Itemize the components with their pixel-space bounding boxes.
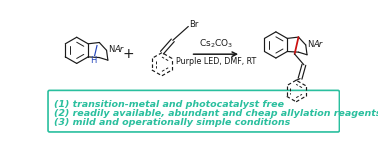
Text: Br: Br bbox=[189, 20, 198, 29]
Text: N: N bbox=[307, 40, 314, 49]
Text: H: H bbox=[90, 56, 96, 65]
Text: Ar: Ar bbox=[114, 45, 124, 54]
Text: (1) transition-metal and photocatalyst free: (1) transition-metal and photocatalyst f… bbox=[54, 100, 284, 109]
Text: (3) mild and operationally simple conditions: (3) mild and operationally simple condit… bbox=[54, 118, 290, 127]
Text: Ar: Ar bbox=[313, 40, 323, 49]
Text: Purple LED, DMF, RT: Purple LED, DMF, RT bbox=[176, 57, 256, 66]
Text: +: + bbox=[123, 47, 135, 61]
FancyBboxPatch shape bbox=[48, 90, 339, 132]
Text: N: N bbox=[108, 45, 115, 54]
Text: Cs$_2$CO$_3$: Cs$_2$CO$_3$ bbox=[199, 38, 233, 50]
Text: (2) readily available, abundant and cheap allylation reagents: (2) readily available, abundant and chea… bbox=[54, 109, 378, 118]
